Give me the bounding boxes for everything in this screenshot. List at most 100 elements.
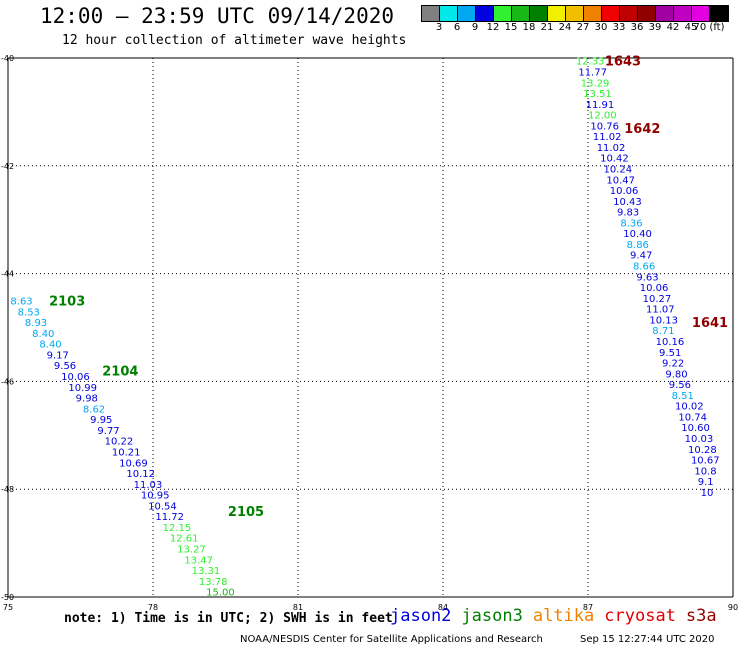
wave-height-label: 11.02 [597, 143, 626, 154]
wave-height-label: 8.63 [10, 297, 32, 308]
color-swatch [620, 6, 638, 21]
y-tick-label: -46 [1, 377, 14, 386]
wave-height-label: 9.22 [662, 359, 684, 370]
wave-height-label: 8.93 [25, 318, 47, 329]
wave-height-label: 9.1 [698, 477, 714, 488]
wave-height-label: 13.31 [192, 566, 221, 577]
wave-height-label: 10.24 [603, 164, 632, 175]
color-swatch [494, 6, 512, 21]
footnote: note: 1) Time is in UTC; 2) SWH is in fe… [64, 611, 393, 626]
map-grid [7, 57, 734, 598]
wave-height-label: 13.47 [184, 555, 213, 566]
color-swatch [512, 6, 530, 21]
color-swatch [458, 6, 476, 21]
axis-ticks: 75 78 81 84 87 90 -40 -42 -44 -46 -48 -50 [1, 54, 738, 612]
wave-height-label: 8.66 [633, 262, 655, 273]
wave-height-label: 10.47 [606, 175, 635, 186]
wave-height-label: 10.27 [643, 294, 672, 305]
wave-height-label: 12.00 [588, 111, 617, 122]
wave-height-label: 9.47 [630, 251, 652, 262]
color-scale-tick: 6 [453, 22, 461, 33]
wave-height-label: 8.36 [620, 218, 642, 229]
wave-height-label: 10.76 [590, 121, 619, 132]
wave-height-label: 12.61 [170, 534, 199, 545]
wave-height-label: 8.51 [672, 391, 694, 402]
wave-height-label: 9.80 [665, 369, 687, 380]
color-scale-tick: 12 [486, 22, 500, 33]
color-scale-tick: 27 [576, 22, 590, 33]
y-tick-label: -44 [1, 270, 14, 279]
wave-height-label: 12.33 [576, 57, 605, 68]
color-swatch [710, 6, 728, 21]
wave-height-label: 13.51 [583, 89, 612, 100]
wave-height-label: 13.29 [581, 78, 610, 89]
wave-height-label: 10.06 [61, 372, 90, 383]
wave-height-label: 11.07 [646, 305, 675, 316]
wave-height-label: 10.74 [678, 412, 707, 423]
wave-height-label: 8.40 [39, 340, 61, 351]
color-scale-bar [421, 5, 729, 22]
wave-height-label: 11.72 [155, 512, 184, 523]
legend-entry: s3a [685, 606, 717, 626]
color-swatch [584, 6, 602, 21]
wave-height-label: 10.54 [148, 501, 177, 512]
pass-number-label: 1643 [605, 55, 641, 70]
generated-timestamp: Sep 15 12:27:44 UTC 2020 [580, 634, 715, 645]
wave-height-label: 10.95 [141, 491, 170, 502]
wave-height-label: 11.02 [593, 132, 622, 143]
color-scale-tick: 18 [522, 22, 536, 33]
color-scale-tick: 39 [648, 22, 662, 33]
x-tick-label: 87 [583, 603, 593, 612]
pass-labels: 1643 1642 1641 2103 2104 2105 [49, 55, 728, 520]
color-swatch [692, 6, 710, 21]
wave-height-label: 10.21 [112, 447, 141, 458]
color-scale-tick: 21 [540, 22, 554, 33]
wave-height-label: 10.69 [119, 458, 148, 469]
pass-number-label: 1642 [624, 122, 660, 137]
color-scale-tick: 3 [435, 22, 443, 33]
credit-line: NOAA/NESDIS Center for Satellite Applica… [240, 634, 543, 645]
observation-labels: 12.3311.7713.2913.5111.9112.0010.7611.02… [10, 57, 719, 599]
wave-height-label: 10.16 [656, 337, 685, 348]
x-tick-label: 78 [148, 603, 158, 612]
wave-height-label: 9.56 [669, 380, 691, 391]
pass-number-label: 1641 [692, 316, 728, 331]
wave-height-label: 11.91 [586, 100, 615, 111]
wave-height-label: 10.28 [688, 445, 717, 456]
wave-height-label: 10.06 [640, 283, 669, 294]
wave-height-label: 10.43 [613, 197, 642, 208]
pass-number-label: 2105 [228, 505, 264, 520]
color-scale-tick: 24 [558, 22, 572, 33]
wave-height-label: 10.03 [685, 434, 714, 445]
color-scale-tick: 36 [630, 22, 644, 33]
color-scale-tick: 42 [666, 22, 680, 33]
wave-height-label: 11.77 [578, 67, 607, 78]
wave-height-label: 10.42 [600, 154, 629, 165]
y-tick-label: -50 [1, 593, 14, 602]
y-tick-label: -48 [1, 485, 14, 494]
wave-height-label: 11.03 [134, 480, 163, 491]
wave-height-label: 10 [701, 488, 714, 499]
legend-entry: altika [532, 606, 595, 626]
color-swatch [656, 6, 674, 21]
wave-height-label: 10.06 [610, 186, 639, 197]
wave-height-label: 8.53 [18, 307, 40, 318]
wave-height-label: 9.63 [636, 272, 658, 283]
wave-height-label: 10.13 [649, 315, 678, 326]
wave-height-label: 10.60 [681, 423, 710, 434]
wave-height-label: 13.27 [177, 544, 206, 555]
wave-height-label: 10.99 [68, 383, 97, 394]
wave-height-label: 9.95 [90, 415, 112, 426]
wave-height-label: 10.02 [675, 402, 704, 413]
wave-height-label: 13.78 [199, 577, 228, 588]
wave-height-label: 8.71 [652, 326, 674, 337]
wave-height-label: 15.00 [206, 588, 235, 599]
color-scale-tick: 30 [594, 22, 608, 33]
wave-height-label: 12.15 [163, 523, 192, 534]
color-swatch [548, 6, 566, 21]
color-swatch [638, 6, 656, 21]
y-tick-label: -40 [1, 54, 14, 63]
wave-height-label: 10.12 [126, 469, 155, 480]
x-tick-label: 90 [728, 603, 738, 612]
legend-entry: jason3 [461, 606, 523, 626]
